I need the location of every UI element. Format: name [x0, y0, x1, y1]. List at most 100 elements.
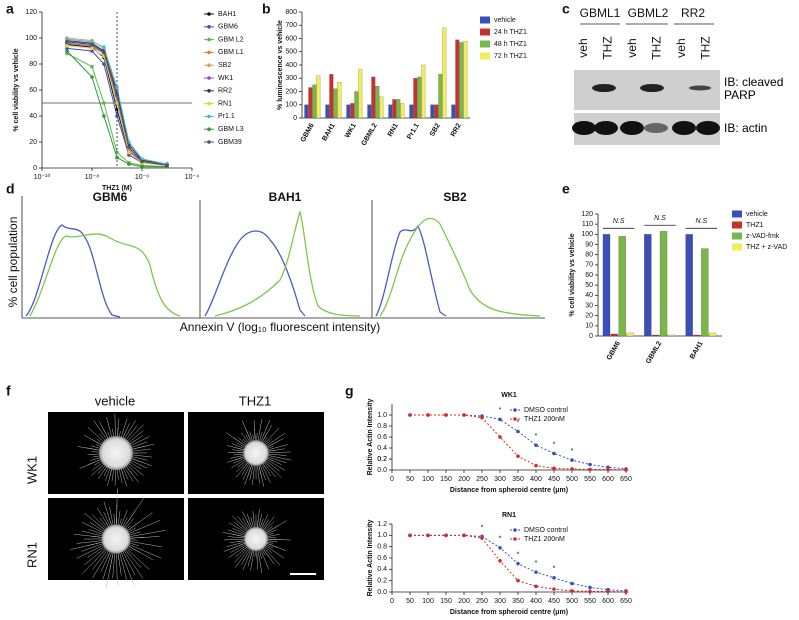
spheroid-strand — [264, 529, 277, 536]
legend-marker — [513, 528, 517, 532]
blot-band — [620, 121, 644, 135]
y-axis-label: Relative Actin Intensity — [367, 520, 374, 597]
spheroid-strand — [263, 460, 275, 472]
x-tick-label: 500 — [566, 476, 578, 483]
data-point — [552, 451, 556, 456]
data-point — [588, 589, 592, 594]
bar — [350, 103, 355, 119]
spheroid-strand — [126, 430, 144, 445]
spheroid-strand — [223, 539, 247, 541]
data-point — [462, 533, 466, 538]
y-tick-label: 60 — [585, 272, 593, 279]
spheroid-strand — [118, 550, 128, 582]
panel-label: e — [562, 181, 570, 197]
spheroid-strand — [237, 516, 250, 532]
significance-marker: * — [517, 552, 520, 559]
annotation: N.S — [695, 218, 707, 225]
spheroid-strand — [232, 533, 247, 538]
x-axis-label: Distance from spheroid centre (μm) — [450, 609, 568, 616]
x-tick-label: 400 — [530, 476, 542, 483]
legend-marker — [513, 408, 517, 412]
data-point — [65, 44, 69, 48]
y-tick-label: 100 — [25, 35, 37, 42]
legend-label: WK1 — [218, 75, 233, 82]
spheroid-strand — [101, 549, 112, 572]
legend-label: vehicle — [494, 17, 516, 24]
flow-curve — [25, 224, 121, 318]
data-point — [426, 533, 430, 538]
spheroid-strand — [93, 420, 109, 442]
flow-curve — [379, 217, 541, 317]
data-point — [480, 536, 484, 540]
x-tick-label: 600 — [602, 598, 614, 605]
data-point — [516, 454, 520, 459]
y-tick-label: 120 — [581, 211, 593, 218]
spheroid-strand — [266, 454, 292, 461]
y-tick-label: 200 — [285, 88, 297, 95]
blot-lane: THZ — [650, 36, 664, 59]
x-tick-label: 200 — [458, 476, 470, 483]
y-tick-label: 1.2 — [377, 521, 387, 528]
data-point — [65, 40, 69, 44]
spheroid-strand — [120, 549, 135, 587]
x-tick-label: GBML2 — [361, 122, 379, 147]
blot-column: GBML1 — [580, 6, 621, 20]
y-tick-label: 40 — [585, 292, 593, 299]
legend-swatch — [480, 16, 490, 24]
flow-x-label: Annexin V (log₁₀ fluorescent intensity) — [180, 320, 380, 334]
data-point — [426, 413, 430, 417]
spheroid-strand — [125, 512, 153, 533]
bar — [316, 75, 321, 119]
data-point — [65, 51, 69, 56]
data-point — [570, 589, 574, 593]
flow-title: SB2 — [443, 190, 467, 204]
significance-marker: * — [499, 536, 502, 543]
spheroid-strand — [123, 464, 134, 482]
bar — [618, 236, 626, 337]
blot-column: RR2 — [681, 6, 705, 20]
data-point — [408, 533, 412, 538]
x-axis-label: Distance from spheroid centre (μm) — [450, 487, 568, 494]
spheroid-strand — [124, 425, 137, 443]
x-tick-label: 450 — [548, 598, 560, 605]
y-tick-label: 90 — [585, 241, 593, 248]
y-tick-label: 70 — [585, 262, 593, 269]
spheroid-strand — [231, 443, 247, 450]
bar — [438, 74, 443, 119]
annotation: N.S — [654, 215, 666, 222]
x-tick-label: 300 — [494, 476, 506, 483]
y-axis-label: % cell viability vs vehicle — [569, 233, 576, 316]
blot-lane: veh — [674, 38, 688, 57]
data-point — [90, 49, 94, 53]
y-tick-label: 0.2 — [377, 578, 387, 585]
spheroid-strand — [249, 463, 254, 481]
blot-band — [592, 84, 616, 92]
spheroid-strand — [256, 463, 260, 484]
spheroid-strand — [232, 542, 247, 549]
spheroid-strand — [112, 550, 116, 579]
spheroid-strand — [127, 536, 160, 539]
spheroid-strand — [123, 420, 136, 442]
microscopy-column: vehicle — [95, 393, 135, 408]
bar — [451, 104, 456, 119]
spheroid-strand — [99, 421, 110, 441]
significance-marker: * — [553, 566, 556, 573]
spheroid-strand — [230, 543, 248, 553]
spheroid-strand — [242, 517, 251, 531]
bar — [358, 68, 363, 119]
spheroid-strand — [92, 548, 109, 570]
bar — [626, 332, 634, 337]
spheroid-strand — [94, 547, 108, 562]
spheroid-strand — [259, 547, 270, 570]
bar — [400, 103, 405, 119]
spheroid-strand — [247, 548, 254, 567]
bar — [392, 99, 397, 119]
spheroid-strand — [127, 540, 162, 548]
legend-marker — [513, 537, 517, 541]
data-point — [115, 101, 119, 105]
y-tick-label: 10 — [585, 323, 593, 330]
data-point — [127, 153, 131, 157]
blot-band — [572, 121, 596, 135]
blot-band — [696, 121, 720, 135]
